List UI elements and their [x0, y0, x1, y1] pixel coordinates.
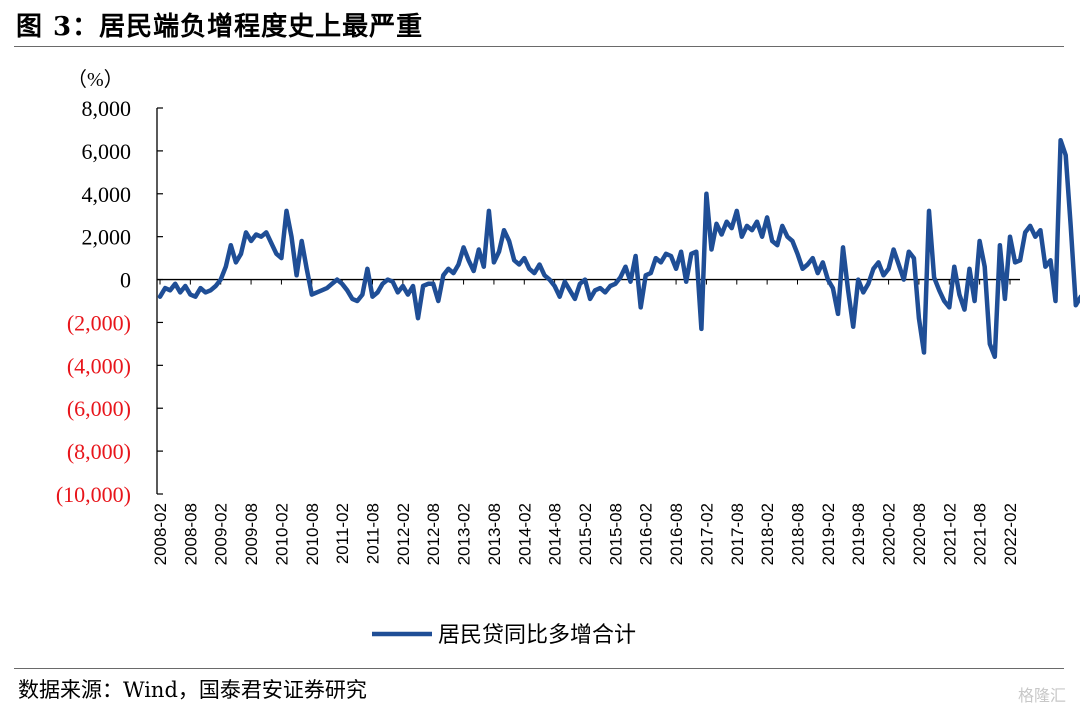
x-tick-label: 2014-02 — [515, 503, 534, 565]
x-tick-label: 2011-02 — [333, 503, 352, 564]
x-tick-label: 2015-08 — [606, 503, 625, 565]
y-axis: 8,000 6,000 4,000 2,000 0 (2,000) (4,000) (6,00… — [56, 96, 163, 507]
x-tick-label: 2012-08 — [424, 503, 443, 565]
x-tick-label: 2016-08 — [667, 503, 686, 565]
y-tick-label: 4,000 — [82, 182, 132, 207]
x-tick-label: 2017-02 — [697, 503, 716, 565]
x-tick-label: 2009-08 — [242, 503, 261, 565]
figure-title: 图 3：居民端负增程度史上最严重 — [16, 12, 424, 42]
y-tick-label: (4,000) — [67, 353, 131, 378]
source-divider — [14, 668, 1064, 669]
x-tick-label: 2018-02 — [758, 503, 777, 565]
y-tick-label: (2,000) — [67, 310, 131, 335]
y-tick-label: 6,000 — [82, 139, 132, 164]
y-tick-label: (10,000) — [56, 482, 131, 507]
x-tick-label: 2009-02 — [212, 503, 231, 565]
x-tick-label: 2008-02 — [151, 503, 170, 565]
y-tick-label: 2,000 — [82, 225, 132, 250]
y-tick-label: 8,000 — [82, 96, 132, 121]
x-tick-label: 2013-02 — [455, 503, 474, 565]
watermark-logo: 格隆汇 — [1017, 686, 1066, 705]
legend: 居民贷同比多增合计 — [372, 623, 636, 648]
x-tick-label: 2012-02 — [394, 503, 413, 565]
x-tick-label: 2011-08 — [364, 503, 383, 564]
source-note: 数据来源：Wind，国泰君安证券研究 — [18, 678, 367, 702]
y-axis-unit-label: （%） — [67, 68, 124, 91]
x-tick-label: 2020-02 — [880, 503, 899, 565]
x-tick-label: 2022-02 — [1001, 503, 1020, 565]
x-tick-label: 2010-08 — [303, 503, 322, 565]
x-tick-label: 2019-08 — [849, 503, 868, 565]
y-tick-label: (6,000) — [67, 396, 131, 421]
y-tick-label: (8,000) — [67, 439, 131, 464]
x-tick-label: 2013-08 — [485, 503, 504, 565]
series-layer — [157, 137, 1080, 360]
x-tick-label: 2019-02 — [819, 503, 838, 565]
x-tick-label: 2021-02 — [940, 503, 959, 565]
series-line — [157, 137, 1080, 360]
x-tick-label: 2010-02 — [272, 503, 291, 565]
x-tick-label: 2021-08 — [971, 503, 990, 565]
x-tick-label: 2016-02 — [637, 503, 656, 565]
y-tick-label: 0 — [120, 268, 131, 293]
x-tick-label: 2008-08 — [181, 503, 200, 565]
title-divider — [14, 46, 1064, 47]
x-tick-label: 2018-08 — [789, 503, 808, 565]
legend-label: 居民贷同比多增合计 — [438, 623, 636, 648]
x-tick-label: 2015-02 — [576, 503, 595, 565]
x-axis: 2008-02 2008-08 2009-02 2009-08 2010-02 2010-… — [151, 278, 1020, 565]
x-tick-label: 2020-08 — [910, 503, 929, 565]
x-tick-label: 2014-08 — [546, 503, 565, 565]
x-tick-label: 2017-08 — [728, 503, 747, 565]
